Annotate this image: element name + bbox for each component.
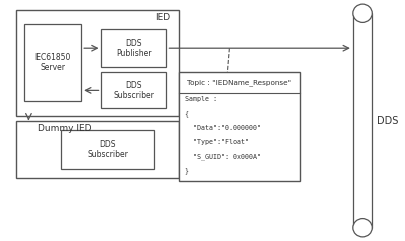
Bar xyxy=(178,72,300,181)
Text: }: } xyxy=(184,168,188,174)
Text: "Data":"0.000000": "Data":"0.000000" xyxy=(184,125,260,131)
Text: DDS
Publisher: DDS Publisher xyxy=(116,39,151,58)
Bar xyxy=(16,120,178,178)
Bar xyxy=(101,72,166,108)
Text: {: { xyxy=(184,111,188,117)
Bar xyxy=(24,24,81,101)
Text: Topic : "IEDName_Response": Topic : "IEDName_Response" xyxy=(186,79,290,86)
Text: "Type":"Float": "Type":"Float" xyxy=(184,139,248,145)
Text: DDS
Subscriber: DDS Subscriber xyxy=(87,140,128,159)
Text: "S_GUID": 0x000A": "S_GUID": 0x000A" xyxy=(184,154,260,160)
Text: Sample :: Sample : xyxy=(184,96,216,102)
Ellipse shape xyxy=(352,219,371,237)
Bar xyxy=(101,29,166,67)
Bar xyxy=(61,130,154,169)
Ellipse shape xyxy=(352,4,371,22)
Text: IED: IED xyxy=(154,13,170,22)
Text: DDS
Subscriber: DDS Subscriber xyxy=(113,81,154,100)
Bar xyxy=(16,10,178,116)
Text: DDS: DDS xyxy=(376,115,398,126)
Text: IEC61850
Server: IEC61850 Server xyxy=(34,53,71,72)
Bar xyxy=(352,13,371,228)
Text: Dummy IED: Dummy IED xyxy=(38,124,92,133)
